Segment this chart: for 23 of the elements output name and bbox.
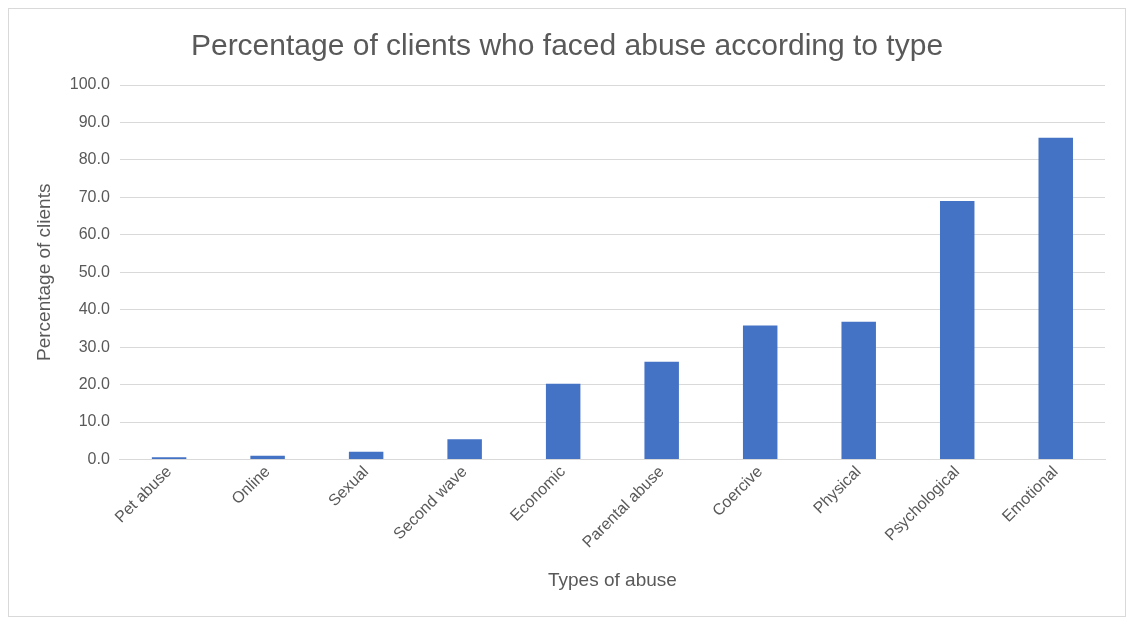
y-tick-label: 40.0 (78, 300, 110, 318)
x-axis-title: Types of abuse (547, 568, 677, 590)
bar (250, 455, 285, 460)
y-tick-label: 30.0 (78, 337, 110, 355)
chart-title: Percentage of clients who faced abuse according to type (190, 28, 944, 62)
bar (1038, 137, 1073, 460)
bar (447, 439, 482, 460)
bar (939, 201, 975, 460)
bar (841, 321, 876, 460)
y-tick-label: 60.0 (78, 225, 110, 243)
bar (644, 361, 679, 460)
bar (545, 383, 581, 460)
y-tick-label: 0.0 (87, 449, 110, 467)
y-tick-label: 10.0 (78, 412, 110, 430)
y-tick-label: 50.0 (78, 262, 110, 280)
y-tick-label: 20.0 (78, 375, 110, 393)
bar (742, 325, 778, 460)
y-tick-label: 70.0 (78, 187, 110, 205)
y-tick-label: 90.0 (78, 112, 110, 130)
y-tick-label: 80.0 (78, 150, 110, 168)
bar (348, 451, 384, 460)
y-axis-title: Percentage of clients (32, 183, 54, 361)
y-tick-label: 100.0 (69, 75, 110, 93)
